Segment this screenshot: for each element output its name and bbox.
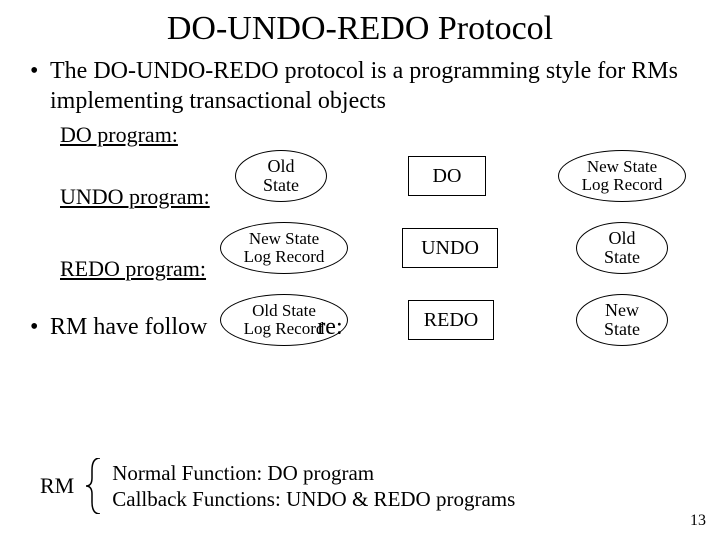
do-output-oval: New State Log Record — [558, 150, 686, 202]
bullet-1-text: The DO-UNDO-REDO protocol is a programmi… — [50, 56, 720, 116]
bullet-2-text: RM have follow re: — [50, 314, 343, 341]
brace-icon — [86, 458, 106, 514]
redo-output-line2: State — [577, 320, 667, 339]
bullet-2-gap — [207, 314, 317, 341]
undo-output-box: Old State — [576, 222, 668, 274]
bullet-2-suffix: re: — [317, 314, 342, 341]
page-number: 13 — [690, 512, 706, 530]
undo-output-line1: Old — [577, 229, 667, 248]
rm-label: RM — [40, 473, 74, 499]
do-input-line1: Old — [236, 157, 326, 176]
undo-input-line2: Log Record — [221, 248, 347, 266]
redo-op-text: REDO — [409, 310, 493, 331]
do-output-line2: Log Record — [559, 176, 685, 194]
undo-output-line2: State — [577, 248, 667, 267]
redo-output-oval: New State — [576, 294, 668, 346]
bullet-2: • RM have follow re: — [30, 314, 343, 341]
do-input-oval: Old State — [235, 150, 327, 202]
do-output-line1: New State — [559, 158, 685, 176]
bullet-dot: • — [30, 56, 50, 86]
do-program-label: DO program: — [60, 122, 178, 148]
diagram-area: DO program: UNDO program: REDO program: … — [0, 122, 720, 382]
bullet-1: • The DO-UNDO-REDO protocol is a program… — [0, 56, 720, 116]
do-op-text: DO — [409, 166, 485, 187]
do-input-line2: State — [236, 176, 326, 195]
bullet-2-prefix: RM have follow — [50, 314, 207, 341]
undo-op-rect: UNDO — [402, 228, 498, 268]
page-title: DO-UNDO-REDO Protocol — [0, 0, 720, 56]
redo-program-label: REDO program: — [60, 256, 206, 282]
redo-output-line1: New — [577, 301, 667, 320]
rm-section: RM Normal Function: DO program Callback … — [40, 458, 515, 514]
rm-line-2: Callback Functions: UNDO & REDO programs — [112, 486, 515, 512]
do-op-rect: DO — [408, 156, 486, 196]
bullet-dot-2: • — [30, 314, 50, 341]
redo-op-rect: REDO — [408, 300, 494, 340]
undo-op-text: UNDO — [403, 238, 497, 259]
undo-program-label: UNDO program: — [60, 184, 210, 210]
rm-line-1: Normal Function: DO program — [112, 460, 515, 486]
rm-lines: Normal Function: DO program Callback Fun… — [112, 460, 515, 513]
undo-output-oval: Old State — [576, 222, 668, 274]
undo-input-line1: New State — [221, 230, 347, 248]
undo-input-oval: New State Log Record — [220, 222, 348, 274]
